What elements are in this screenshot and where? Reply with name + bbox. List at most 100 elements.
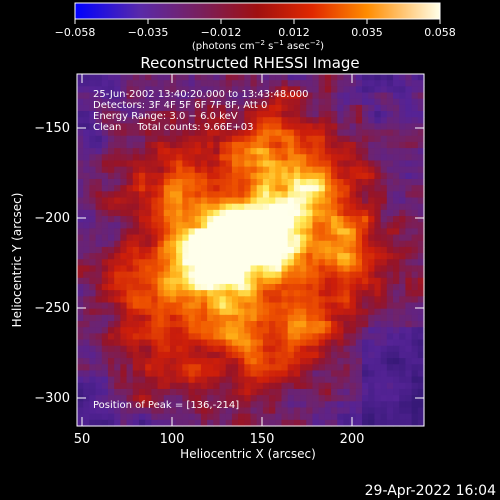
heatmap-cell bbox=[324, 178, 332, 186]
heatmap-cell bbox=[126, 197, 134, 205]
heatmap-cell bbox=[250, 129, 258, 137]
heatmap-cell bbox=[275, 376, 283, 384]
heatmap-cell bbox=[331, 111, 338, 118]
heatmap-cell bbox=[349, 259, 357, 267]
heatmap-cell bbox=[417, 358, 425, 365]
heatmap-cell bbox=[256, 135, 264, 143]
heatmap-cell bbox=[151, 314, 159, 322]
heatmap-cell bbox=[244, 216, 252, 223]
heatmap-cell bbox=[374, 327, 382, 334]
heatmap-cell bbox=[126, 308, 134, 316]
heatmap-cell bbox=[399, 419, 407, 427]
heatmap-cell bbox=[169, 104, 177, 112]
heatmap-cell bbox=[380, 253, 388, 260]
heatmap-cell bbox=[269, 376, 276, 384]
heatmap-cell bbox=[386, 413, 394, 421]
heatmap-cell bbox=[219, 160, 227, 168]
heatmap-cell bbox=[89, 246, 97, 254]
heatmap-cell bbox=[207, 86, 214, 94]
heatmap-cell bbox=[151, 308, 159, 316]
heatmap-cell bbox=[213, 327, 221, 334]
heatmap-cell bbox=[281, 166, 289, 174]
heatmap-cell bbox=[256, 92, 264, 100]
heatmap-cell bbox=[132, 370, 140, 378]
heatmap-cell bbox=[343, 302, 351, 310]
heatmap-cell bbox=[225, 308, 233, 316]
heatmap-cell bbox=[163, 197, 171, 205]
heatmap-cell bbox=[182, 283, 190, 291]
heatmap-cell bbox=[120, 308, 128, 316]
heatmap-cell bbox=[386, 240, 394, 248]
heatmap-cell bbox=[219, 382, 227, 390]
heatmap-cell bbox=[312, 148, 320, 155]
heatmap-cell bbox=[337, 166, 345, 174]
heatmap-cell bbox=[362, 240, 369, 248]
x-axis-label: Heliocentric X (arcsec) bbox=[180, 447, 316, 461]
heatmap-cell bbox=[219, 253, 227, 260]
heatmap-cell bbox=[269, 92, 276, 100]
heatmap-cell bbox=[89, 209, 97, 217]
heatmap-cell bbox=[393, 407, 400, 415]
heatmap-cell bbox=[374, 222, 382, 229]
heatmap-cell bbox=[138, 228, 146, 236]
heatmap-cell bbox=[331, 92, 338, 100]
heatmap-cell bbox=[77, 253, 84, 260]
heatmap-cell bbox=[126, 283, 134, 291]
heatmap-cell bbox=[262, 395, 270, 402]
heatmap-cell bbox=[269, 160, 276, 168]
heatmap-cell bbox=[355, 333, 363, 341]
heatmap-cell bbox=[138, 382, 146, 390]
heatmap-cell bbox=[281, 246, 289, 254]
heatmap-cell bbox=[138, 222, 146, 229]
heatmap-cell bbox=[157, 111, 165, 118]
heatmap-cell bbox=[225, 104, 233, 112]
heatmap-cell bbox=[89, 191, 97, 199]
heatmap-cell bbox=[114, 339, 121, 347]
heatmap-cell bbox=[275, 154, 283, 162]
heatmap-cell bbox=[405, 314, 413, 322]
heatmap-cell bbox=[331, 141, 338, 149]
heatmap-cell bbox=[151, 141, 159, 149]
heatmap-cell bbox=[77, 413, 84, 421]
heatmap-cell bbox=[337, 259, 345, 267]
heatmap-cell bbox=[219, 358, 227, 365]
heatmap-cell bbox=[238, 376, 245, 384]
heatmap-cell bbox=[107, 277, 115, 285]
heatmap-cell bbox=[318, 185, 326, 192]
heatmap-cell bbox=[244, 395, 252, 402]
heatmap-cell bbox=[343, 117, 351, 125]
heatmap-cell bbox=[244, 166, 252, 174]
heatmap-cell bbox=[405, 364, 413, 372]
heatmap-cell bbox=[411, 92, 419, 100]
heatmap-cell bbox=[269, 185, 276, 192]
heatmap-cell bbox=[145, 395, 152, 402]
heatmap-cell bbox=[417, 129, 425, 137]
heatmap-cell bbox=[324, 160, 332, 168]
heatmap-cell bbox=[269, 203, 276, 211]
heatmap-cell bbox=[145, 259, 152, 267]
heatmap-cell bbox=[207, 203, 214, 211]
heatmap-cell bbox=[194, 345, 202, 353]
heatmap-cell bbox=[77, 203, 84, 211]
heatmap-cell bbox=[101, 302, 109, 310]
heatmap-cell bbox=[101, 370, 109, 378]
heatmap-cell bbox=[405, 185, 413, 192]
heatmap-cell bbox=[393, 148, 400, 155]
heatmap-cell bbox=[163, 253, 171, 260]
heatmap-cell bbox=[107, 111, 115, 118]
heatmap-cell bbox=[337, 339, 345, 347]
heatmap-cell bbox=[157, 154, 165, 162]
heatmap-cell bbox=[306, 160, 314, 168]
heatmap-cell bbox=[157, 388, 165, 396]
heatmap-cell bbox=[250, 240, 258, 248]
heatmap-cell bbox=[89, 86, 97, 94]
heatmap-cell bbox=[262, 246, 270, 254]
heatmap-cell bbox=[324, 98, 332, 106]
heatmap-cell bbox=[306, 308, 314, 316]
heatmap-cell bbox=[417, 185, 425, 192]
heatmap-cell bbox=[355, 209, 363, 217]
heatmap-cell bbox=[417, 351, 425, 359]
heatmap-cell bbox=[163, 413, 171, 421]
heatmap-cell bbox=[362, 333, 369, 341]
heatmap-cell bbox=[293, 290, 301, 297]
